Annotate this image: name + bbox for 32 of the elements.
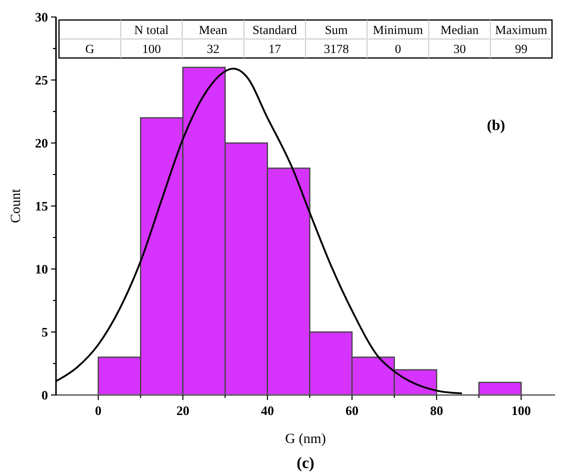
x-axis-title: G (nm) bbox=[285, 432, 326, 447]
annotation: Sum bbox=[324, 23, 348, 37]
annotation: G bbox=[85, 42, 94, 56]
annotation: 100 bbox=[142, 42, 161, 56]
annotation: Minimum bbox=[372, 23, 424, 37]
y-tick-label: 5 bbox=[42, 324, 48, 340]
annotation: 17 bbox=[268, 42, 281, 56]
annotation: Mean bbox=[198, 23, 228, 37]
x-tick-label: 60 bbox=[346, 403, 359, 418]
annotation: Standard bbox=[252, 23, 298, 37]
annotation: 30 bbox=[453, 42, 466, 56]
y-tick-label: 25 bbox=[35, 72, 48, 88]
y-axis-title: Count bbox=[9, 188, 24, 224]
annotation: Maximum bbox=[495, 23, 548, 37]
annotation: 32 bbox=[206, 42, 220, 56]
annotation: 0 bbox=[394, 42, 402, 56]
y-tick-label: 0 bbox=[42, 388, 48, 402]
y-tick-label: 15 bbox=[35, 198, 48, 214]
annotation: 3178 bbox=[324, 42, 349, 56]
y-tick-label: 20 bbox=[35, 136, 48, 150]
x-tick-label: 20 bbox=[176, 403, 190, 418]
text: (c) bbox=[296, 455, 314, 472]
annotation: N total bbox=[134, 23, 170, 37]
x-tick-label: 0 bbox=[95, 403, 102, 418]
annotation: 99 bbox=[514, 42, 528, 56]
annotation: (b) bbox=[486, 118, 506, 134]
y-tick-label: 10 bbox=[35, 262, 48, 276]
x-tick-label: 40 bbox=[260, 403, 274, 418]
y-tick-label: 30 bbox=[35, 10, 48, 24]
x-tick-label: 100 bbox=[511, 403, 531, 418]
annotation: Median bbox=[440, 23, 480, 37]
x-tick-label: 80 bbox=[430, 403, 444, 418]
